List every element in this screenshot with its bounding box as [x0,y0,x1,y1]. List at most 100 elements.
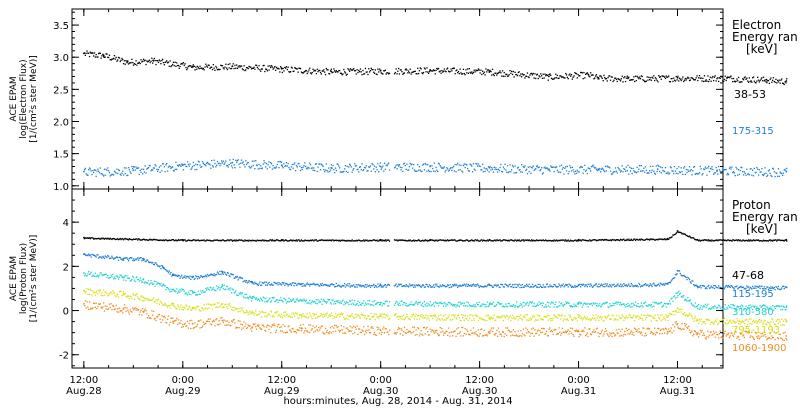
data-point [92,52,94,54]
data-point [511,305,513,307]
data-point [510,72,512,74]
data-point [531,72,533,75]
data-point [638,305,640,308]
data-point [132,258,135,260]
data-point [84,273,86,275]
data-point [444,70,446,72]
data-point [644,80,647,83]
data-point [654,239,657,241]
data-point [627,284,629,286]
data-point [682,232,684,235]
data-point [621,75,623,77]
data-point [346,302,348,304]
data-point [301,240,303,242]
data-point [95,54,97,56]
data-point [740,81,742,83]
data-point [145,260,147,263]
data-point [172,273,175,275]
data-point [376,286,378,288]
data-point [592,74,594,76]
data-point [296,166,298,168]
data-point [708,80,710,83]
data-point [119,257,121,259]
data-point [93,55,95,57]
data-point [176,307,178,309]
data-point [707,167,709,169]
data-point [267,65,269,67]
data-point [643,167,645,169]
data-point [144,299,146,301]
data-point [268,161,270,163]
data-point [186,309,189,311]
data-point [370,170,372,172]
data-point [557,239,559,242]
data-point [337,313,339,316]
data-point [659,170,661,173]
data-point [738,308,741,310]
data-point [646,284,648,286]
data-point [552,317,554,319]
data-point [144,239,146,241]
data-point [279,160,281,163]
data-point [490,70,492,73]
data-point [183,290,185,292]
data-point [116,168,118,170]
data-point [605,239,608,241]
data-point [457,239,460,242]
data-point [89,168,91,170]
data-point [683,274,685,277]
data-point [740,307,742,309]
data-point [654,172,656,174]
data-point [159,239,161,241]
data-point [598,304,600,307]
data-point [319,71,322,74]
data-point [611,305,613,307]
data-point [725,169,727,171]
data-point [270,162,272,164]
data-point [319,69,321,72]
data-point [476,70,478,72]
data-point [555,301,557,303]
data-point [706,305,708,307]
data-point [161,59,163,62]
data-point [680,167,682,169]
data-point [537,319,539,321]
data-point [141,61,143,63]
data-point [241,68,244,70]
data-point [255,314,258,316]
data-point [181,306,184,308]
data-point [318,301,320,303]
data-point [673,233,676,236]
data-point [243,280,245,282]
data-point [758,169,760,171]
data-point [592,286,594,288]
data-point [647,79,649,81]
data-point [160,282,162,285]
data-point [264,315,266,317]
data-point [530,317,532,319]
data-point [344,71,346,73]
data-point [368,315,370,317]
data-point [506,306,509,308]
data-point [467,239,469,241]
data-point [215,239,217,241]
data-point [137,239,139,241]
data-point [629,79,632,81]
data-point [625,166,627,168]
data-point [536,165,539,167]
data-point [427,317,430,319]
data-point [323,298,325,301]
data-point [172,303,174,305]
data-point [482,163,484,165]
data-point [306,282,308,284]
data-point [550,166,553,168]
data-point [274,65,276,68]
data-point [605,170,608,172]
series-value-point [785,238,788,241]
data-point [463,163,465,165]
data-point [373,304,375,307]
data-point [550,165,552,167]
data-point [586,286,588,288]
data-point [585,284,588,286]
data-point [550,240,552,242]
